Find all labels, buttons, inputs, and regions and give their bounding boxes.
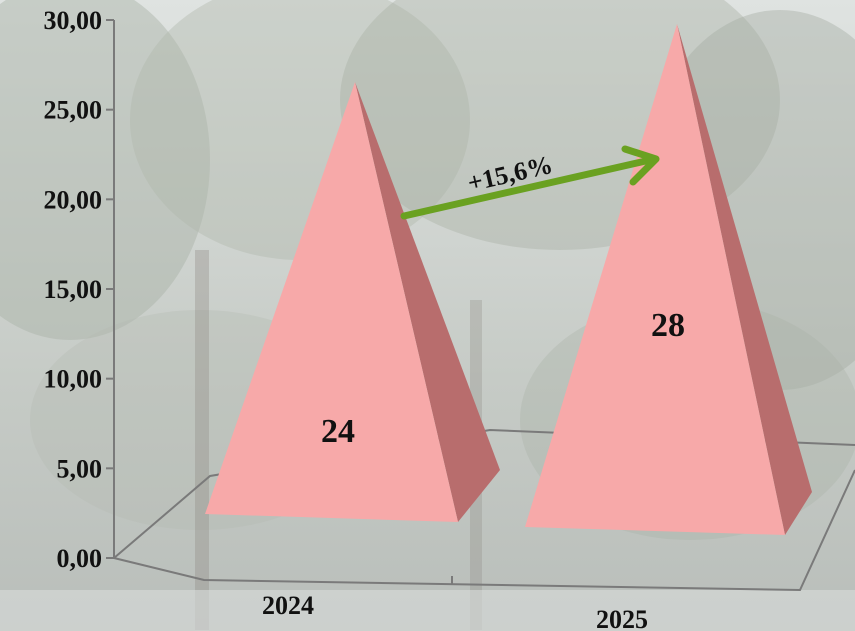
- y-axis-tick-labels: 0,00 5,00 10,00 15,00 20,00 25,00 30,00: [44, 6, 114, 573]
- x-axis-category-labels: 2024 2025: [262, 591, 648, 631]
- x-axis-front-edge: [113, 469, 855, 592]
- data-label-2024: 24: [321, 413, 355, 450]
- y-tick-label: 10,00: [44, 365, 103, 394]
- pyramid-marks: 24 28: [205, 24, 812, 535]
- growth-arrow-head: [621, 145, 660, 186]
- growth-arrow-shaft: [400, 156, 654, 220]
- pyramid-front-2024: [205, 82, 458, 522]
- y-tick-label: 5,00: [57, 454, 103, 483]
- data-label-2025: 28: [651, 307, 685, 344]
- pyramid-side-2025: [677, 24, 812, 535]
- y-tick-label: 20,00: [44, 185, 103, 214]
- y-tick-label: 30,00: [44, 6, 103, 35]
- y-tick-label: 15,00: [44, 275, 103, 304]
- pyramid-front-2025: [525, 24, 785, 535]
- y-tick-label: 25,00: [44, 96, 103, 125]
- y-tick-label: 0,00: [57, 544, 103, 573]
- x-category-label-2025: 2025: [596, 605, 648, 631]
- x-category-label-2024: 2024: [262, 591, 314, 620]
- pyramid-side-2024: [355, 82, 500, 522]
